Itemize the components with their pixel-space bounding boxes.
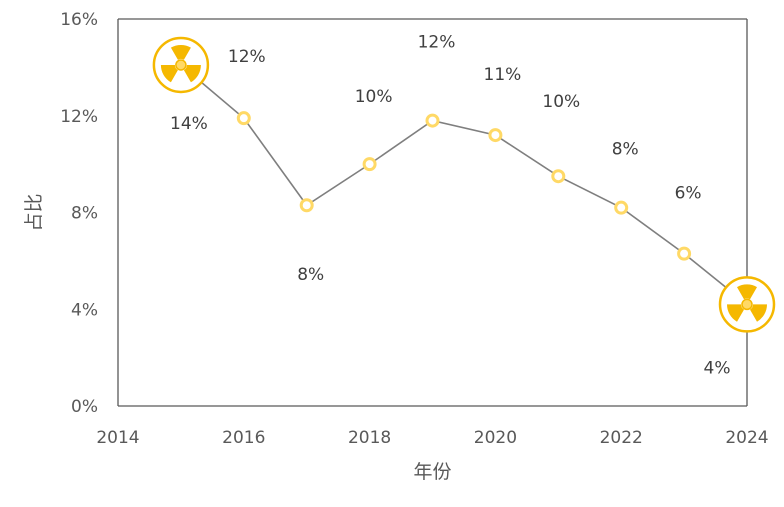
- y-tick-labels: 0% 4% 8% 12% 16%: [60, 10, 98, 417]
- data-label: 12%: [418, 33, 456, 53]
- data-labels: 14% 12% 8% 10% 12% 11% 10% 8% 6% 4%: [170, 33, 730, 379]
- data-label: 10%: [542, 92, 580, 112]
- y-tick-label: 0%: [71, 397, 98, 417]
- x-tick-label: 2024: [725, 428, 768, 448]
- y-tick-label: 8%: [71, 204, 98, 224]
- y-tick-label: 4%: [71, 300, 98, 320]
- data-point: [488, 128, 503, 143]
- radiation-icon: [718, 276, 776, 333]
- axes: [117, 18, 748, 407]
- series-line: [180, 64, 748, 306]
- data-label: 6%: [675, 184, 702, 204]
- data-point: [362, 157, 377, 172]
- series: [152, 36, 776, 333]
- data-point: [677, 246, 692, 261]
- data-label: 14%: [170, 114, 208, 134]
- data-point: [551, 169, 566, 184]
- y-tick-label: 16%: [60, 10, 98, 30]
- x-tick-label: 2022: [600, 428, 643, 448]
- radiation-icon: [152, 36, 210, 94]
- x-tick-label: 2018: [348, 428, 391, 448]
- y-axis-title: 占比: [23, 193, 45, 231]
- y-tick-label: 12%: [60, 107, 98, 127]
- data-label: 12%: [228, 47, 266, 67]
- data-label: 4%: [704, 358, 731, 378]
- data-label: 10%: [355, 87, 393, 107]
- data-point: [175, 59, 187, 71]
- x-tick-label: 2016: [222, 428, 265, 448]
- data-point: [425, 113, 440, 128]
- data-point: [299, 198, 314, 213]
- x-tick-labels: 2014 2016 2018 2020 2022 2024: [96, 428, 768, 448]
- x-tick-label: 2014: [96, 428, 139, 448]
- x-tick-label: 2020: [474, 428, 517, 448]
- data-label: 8%: [612, 140, 639, 160]
- data-point: [614, 200, 629, 215]
- data-label: 11%: [484, 65, 522, 85]
- x-axis-title: 年份: [413, 461, 451, 483]
- data-point: [741, 298, 753, 311]
- data-point: [236, 111, 251, 126]
- data-label: 8%: [297, 265, 324, 285]
